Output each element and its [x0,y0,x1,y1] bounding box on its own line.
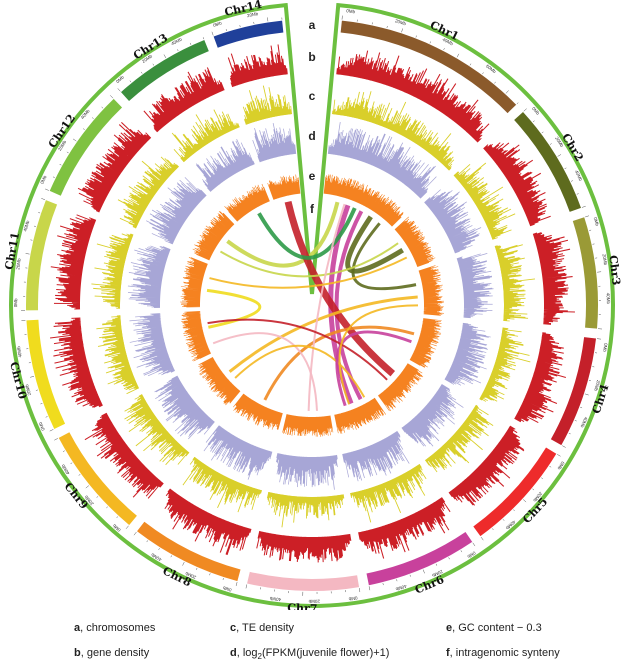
data-tracks [50,44,575,562]
chromosome-label: Chr7 [287,601,318,610]
chromosome-label: Chr3 [606,254,622,285]
chromosome-label: Chr6 [413,573,446,597]
legend-f: f, intragenomic synteny [446,647,560,659]
legend-d: d, log2(FPKM(juvenile flower)+1) [230,647,389,661]
track-letter-a: a [309,18,316,32]
legend-c: c, TE density [230,622,294,634]
chromosome-label: Chr2 [559,131,586,164]
tick-label: 40Mb [606,293,611,305]
track-letter-c: c [309,89,316,103]
tick-label: 40Mb [269,596,281,602]
chromosome-label: Chr10 [7,360,29,400]
tick-label: 0Mb [346,8,356,14]
chromosome-label: Chr5 [520,495,550,526]
synteny-links [207,202,418,411]
tick-label: 0Mb [348,595,358,601]
tick-label: 40Mb [16,346,23,358]
track-letter-e: e [309,169,316,183]
track-letter-d: d [308,129,315,143]
legend-b: b, gene density [74,647,149,659]
chromosome-label: Chr8 [161,564,194,589]
track-letter-b: b [308,50,315,64]
circos-plot: 0Mb20Mb40Mb60MbChr10Mb20Mb40MbChr20Mb20M… [0,0,625,610]
tick-label: 0Mb [602,343,608,353]
legend-a: a, chromosomes [74,622,155,634]
track-letter-f: f [310,202,315,216]
chromosome-label: Chr4 [590,382,612,415]
legend-e: e, GC content − 0.3 [446,622,542,634]
track-letters: a b c d e f [308,18,315,216]
tick-label: 0Mb [13,298,18,307]
